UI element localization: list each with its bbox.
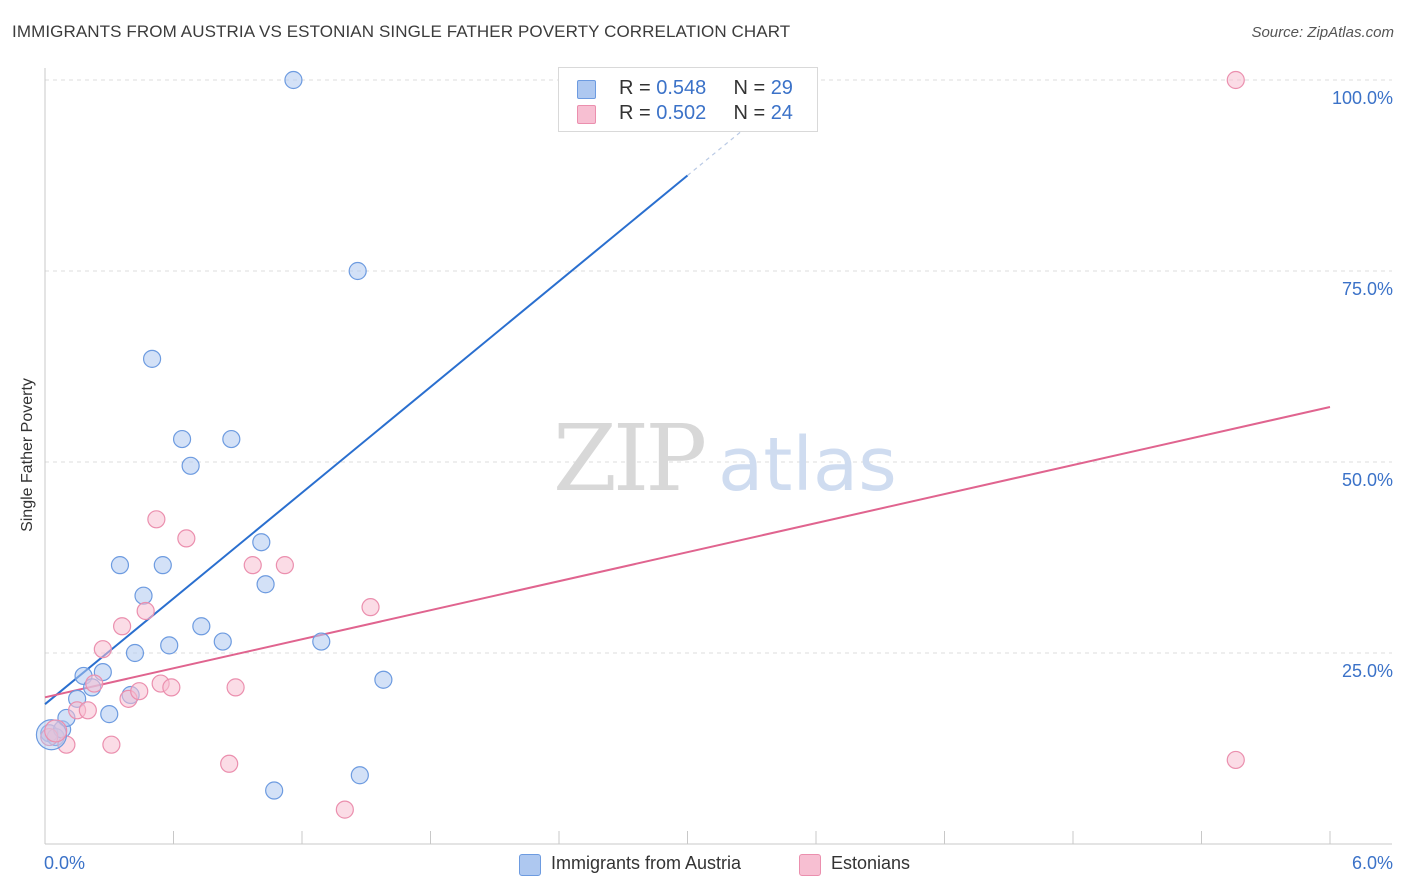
austria-point [172, 429, 192, 449]
austria-point [181, 456, 200, 475]
legend-label: Immigrants from Austria [551, 853, 742, 873]
austria-point [153, 556, 172, 575]
estonians-point [85, 674, 104, 693]
y-tick-label: 50.0% [1342, 470, 1393, 490]
n-value: 24 [770, 102, 793, 124]
r-label: R = [619, 102, 657, 124]
austria-point [256, 575, 275, 594]
estonians-point [275, 556, 294, 575]
estonians-point [361, 598, 380, 617]
estonians-point [226, 678, 245, 697]
austria-point [284, 70, 303, 90]
austria-point [160, 636, 179, 655]
estonians-point [78, 701, 97, 720]
series-legend: Immigrants from Austria Estonians [0, 851, 1406, 877]
trend-line [44, 406, 1331, 699]
r-label: R = [619, 77, 657, 99]
estonians-point [162, 678, 181, 697]
estonians-point [1226, 70, 1245, 90]
austria-point [348, 261, 367, 281]
x-tick-labels: 0.0% 6.0% [44, 853, 1393, 873]
y-tick-label: 75.0% [1342, 279, 1393, 299]
austria-point [134, 586, 153, 605]
y-tick-label: 25.0% [1342, 661, 1393, 681]
x-tick-label-min: 0.0% [44, 853, 85, 873]
r-value: 0.502 [656, 102, 707, 124]
estonians-point [112, 617, 132, 636]
y-tick-labels: 25.0% 50.0% 75.0% 100.0% [1332, 88, 1393, 681]
watermark-zip: ZIP [553, 405, 704, 512]
source-label: Source: ZipAtlas.com [1251, 24, 1394, 41]
austria-point [312, 632, 331, 651]
estonians-point [335, 800, 354, 819]
estonians-point [136, 601, 155, 621]
estonians-point-cluster [44, 719, 68, 743]
austria-point [350, 766, 369, 785]
austria-point [110, 556, 130, 575]
y-axis-label: Single Father Poverty [19, 378, 36, 532]
pink-swatch [799, 854, 821, 876]
austria-point [213, 632, 232, 651]
n-value: 29 [770, 77, 793, 99]
x-tick-label-max: 6.0% [1352, 853, 1393, 873]
austria-point [142, 349, 162, 368]
chart-title: IMMIGRANTS FROM AUSTRIA VS ESTONIAN SING… [12, 22, 791, 41]
estonians-point [177, 529, 196, 548]
blue-swatch [577, 80, 596, 99]
austria-point [192, 617, 211, 636]
axes [44, 68, 1392, 845]
n-label: N = [733, 102, 771, 124]
legend-label: Estonians [831, 853, 911, 873]
trend-lines [44, 69, 1331, 705]
estonians-point [130, 682, 149, 701]
austria-point [100, 705, 119, 724]
n-label: N = [733, 77, 771, 99]
pink-swatch [577, 105, 596, 124]
watermark-atlas: atlas [718, 422, 897, 508]
estonians-point [93, 640, 112, 659]
data-points [35, 70, 1245, 819]
r-value: 0.548 [656, 77, 707, 99]
estonians-point [220, 754, 239, 773]
stats-legend: R = 0.548 N = 29 R = 0.502 N = 24 [558, 67, 818, 132]
estonians-point [243, 556, 262, 575]
estonians-point [1226, 750, 1245, 770]
y-tick-label: 100.0% [1332, 88, 1393, 108]
estonians-point [147, 510, 166, 529]
austria-point [222, 429, 241, 449]
blue-swatch [519, 854, 541, 876]
watermark: ZIP atlas [553, 405, 897, 512]
austria-point [252, 533, 271, 552]
estonians-point [102, 735, 121, 754]
austria-point [265, 781, 284, 800]
austria-point [125, 643, 145, 663]
austria-point [374, 670, 393, 689]
